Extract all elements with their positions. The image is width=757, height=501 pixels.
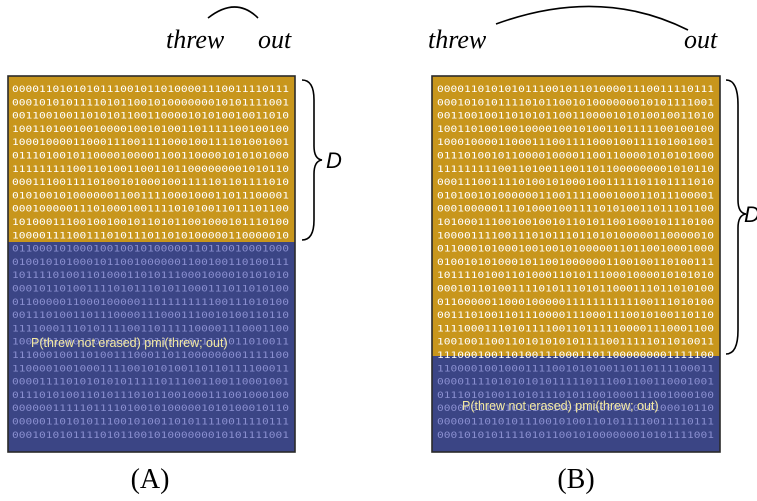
bit-row: 0001010101111010110010100000001010111100… xyxy=(437,98,714,108)
panel-border-b xyxy=(431,75,721,453)
dataset-region-b xyxy=(432,76,720,356)
dataset-label-a: D xyxy=(326,148,342,173)
bit-rows-a: 0000110101010111001011010000111001111011… xyxy=(12,85,289,441)
panel-border-a xyxy=(7,75,296,453)
pmi-label-a: P(threw not erased) pmi(threw; out) xyxy=(31,336,228,350)
bit-row: 1111111110011010011001101100000000101011… xyxy=(437,165,714,175)
word-threw-a: threw xyxy=(166,25,225,54)
bit-row: 1100001001000111100101010011011011110001… xyxy=(12,364,289,374)
bit-row: 0000111101010101011111011100110011000100… xyxy=(12,378,289,388)
bit-row: 1111000111010111100110111110000111000110… xyxy=(12,324,289,334)
pmi-label-b: P(threw not erased) pmi(threw; out) xyxy=(462,399,659,413)
bit-row: 1011110100110100011010111000100001010101… xyxy=(12,271,289,281)
bit-row: 1000100001100011100111100010011110100100… xyxy=(12,138,289,148)
bit-row: 0100101010001011001000000110010011010011… xyxy=(437,258,714,268)
arc-short xyxy=(207,6,259,19)
bit-row: 0110000011000100000111111111110011101010… xyxy=(437,298,714,308)
bit-row: 0011001001101010110011000010101001001101… xyxy=(437,112,714,122)
bit-rows-b: 0000110101010111001011010000111001111011… xyxy=(437,85,714,441)
bit-row: 0000110101010111001011010000111001111011… xyxy=(12,85,289,95)
word-out-b: out xyxy=(684,25,718,54)
bit-row: 1110001001101001110001101100000000111110… xyxy=(12,351,289,361)
excluded-region-b xyxy=(432,356,720,452)
bit-row: 1010001110010010010110101100100010111010… xyxy=(437,218,714,228)
bit-row: 1001001100110101010101111001111101101001… xyxy=(437,338,714,348)
bit-row: 1001001100110101010101111001111101101001… xyxy=(12,338,289,348)
word-out-a: out xyxy=(258,25,292,54)
bit-row: 0110001010001001001010000011011001000100… xyxy=(437,245,714,255)
bit-row: 0101001010000001100111100010001101110000… xyxy=(12,191,289,201)
bit-row: 1111111110011010011001101100000000101011… xyxy=(12,165,289,175)
bit-row: 0011101001101110000111000111001010011011… xyxy=(12,311,289,321)
bit-row: 0000001111101111010010100000101010001011… xyxy=(12,404,289,414)
panel-a: threw out 000011010101011100101101000011… xyxy=(7,6,342,495)
dataset-label-b: D xyxy=(744,202,757,227)
bit-row: 0001110011110100101000100111110110111101… xyxy=(12,178,289,188)
bit-row: 0001010101111010110010100000001010111100… xyxy=(12,98,289,108)
dataset-region-a xyxy=(8,76,295,242)
bit-row: 1011110100110100011010111000100001010101… xyxy=(437,271,714,281)
bit-row: 1100001001000111100101010011011011110001… xyxy=(437,364,714,374)
bit-row: 1010001110010010010110101100100010111010… xyxy=(12,218,289,228)
bit-row: 0111010100110101110101100100011100100010… xyxy=(12,391,289,401)
bit-row: 0110000011000100000111111111110011101010… xyxy=(12,298,289,308)
bit-row: 0011101001101110000111000111001010011011… xyxy=(437,311,714,321)
brace-b xyxy=(725,79,747,355)
bit-row: 0000111101010101011111011100110011000100… xyxy=(437,378,714,388)
bit-row: 1000100001100011100111100010011110100100… xyxy=(437,138,714,148)
bit-row: 0111010010110000100001100110000101010100… xyxy=(12,152,289,162)
bit-row: 1110001001101001110001101100000000111110… xyxy=(437,351,714,361)
word-threw-b: threw xyxy=(428,25,487,54)
bit-row: 0110001010001001001010000011011001000100… xyxy=(12,245,289,255)
bit-row: 1000011110011101011101101010000011000001… xyxy=(437,231,714,241)
bit-row: 0000110101010111001011010000111001111011… xyxy=(437,85,714,95)
bit-row: 0000001111101111010010100000101010001011… xyxy=(437,404,714,414)
bit-row: 0001011010011110101110101100011101101010… xyxy=(437,285,714,295)
bit-row: 0001010101111010110010100000001010111100… xyxy=(12,431,289,441)
bit-row: 1000011110011101011101101010000011000001… xyxy=(12,231,289,241)
bit-row: 0000011010101110010100110101111001111011… xyxy=(12,418,289,428)
bit-row: 1001101001001000010010100110111110010010… xyxy=(12,125,289,135)
panel-b: threw out 000011010101011100101101000011… xyxy=(428,5,757,495)
bit-row: 0011001001101010110011000010101001001101… xyxy=(12,112,289,122)
arc-long xyxy=(495,5,689,31)
bit-row: 0000011010101110010100110101111001111011… xyxy=(437,418,714,428)
brace-a xyxy=(301,79,323,241)
bit-row: 1111000111010111100110111110000111000110… xyxy=(437,324,714,334)
excluded-region-a xyxy=(8,242,295,452)
bit-row: 0001110011110100101000100111110110111101… xyxy=(437,178,714,188)
bit-row: 0111010010110000100001100110000101010100… xyxy=(437,152,714,162)
bit-row: 0111010100110101110101100100011100100010… xyxy=(437,391,714,401)
caption-b: (B) xyxy=(557,464,594,495)
bit-row: 0001010101111010110010100000001010111100… xyxy=(437,431,714,441)
bit-row: 0100101010001011001000000110010011010011… xyxy=(12,258,289,268)
bit-row: 0001011010011110101110101100011101101010… xyxy=(12,285,289,295)
bit-row: 0001000001110100010011110101001101110110… xyxy=(12,205,289,215)
bit-row: 0101001010000001100111100010001101110000… xyxy=(437,191,714,201)
bit-row: 1001101001001000010010100110111110010010… xyxy=(437,125,714,135)
caption-a: (A) xyxy=(131,464,170,495)
bit-row: 0001000001110100010011110101001101110110… xyxy=(437,205,714,215)
